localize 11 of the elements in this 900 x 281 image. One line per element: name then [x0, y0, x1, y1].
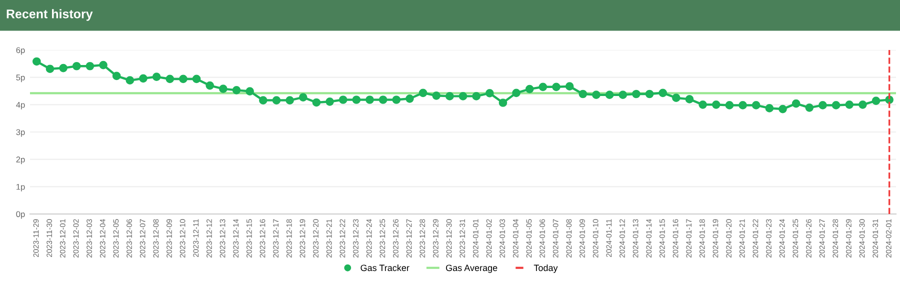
- y-tick-label: 5p: [16, 74, 25, 82]
- y-tick-label: 0p: [16, 211, 25, 219]
- y-tick-label: 1p: [16, 184, 25, 192]
- legend-label: Gas Tracker: [360, 264, 410, 272]
- y-tick-label: 2p: [16, 156, 25, 164]
- chart-title: Recent history: [6, 9, 93, 21]
- legend-label: Today: [534, 264, 558, 273]
- y-tick-label: 4p: [16, 102, 25, 110]
- y-tick-label: 6p: [16, 47, 25, 55]
- legend-label: Gas Average: [446, 264, 498, 273]
- y-tick-label: 3p: [16, 129, 25, 137]
